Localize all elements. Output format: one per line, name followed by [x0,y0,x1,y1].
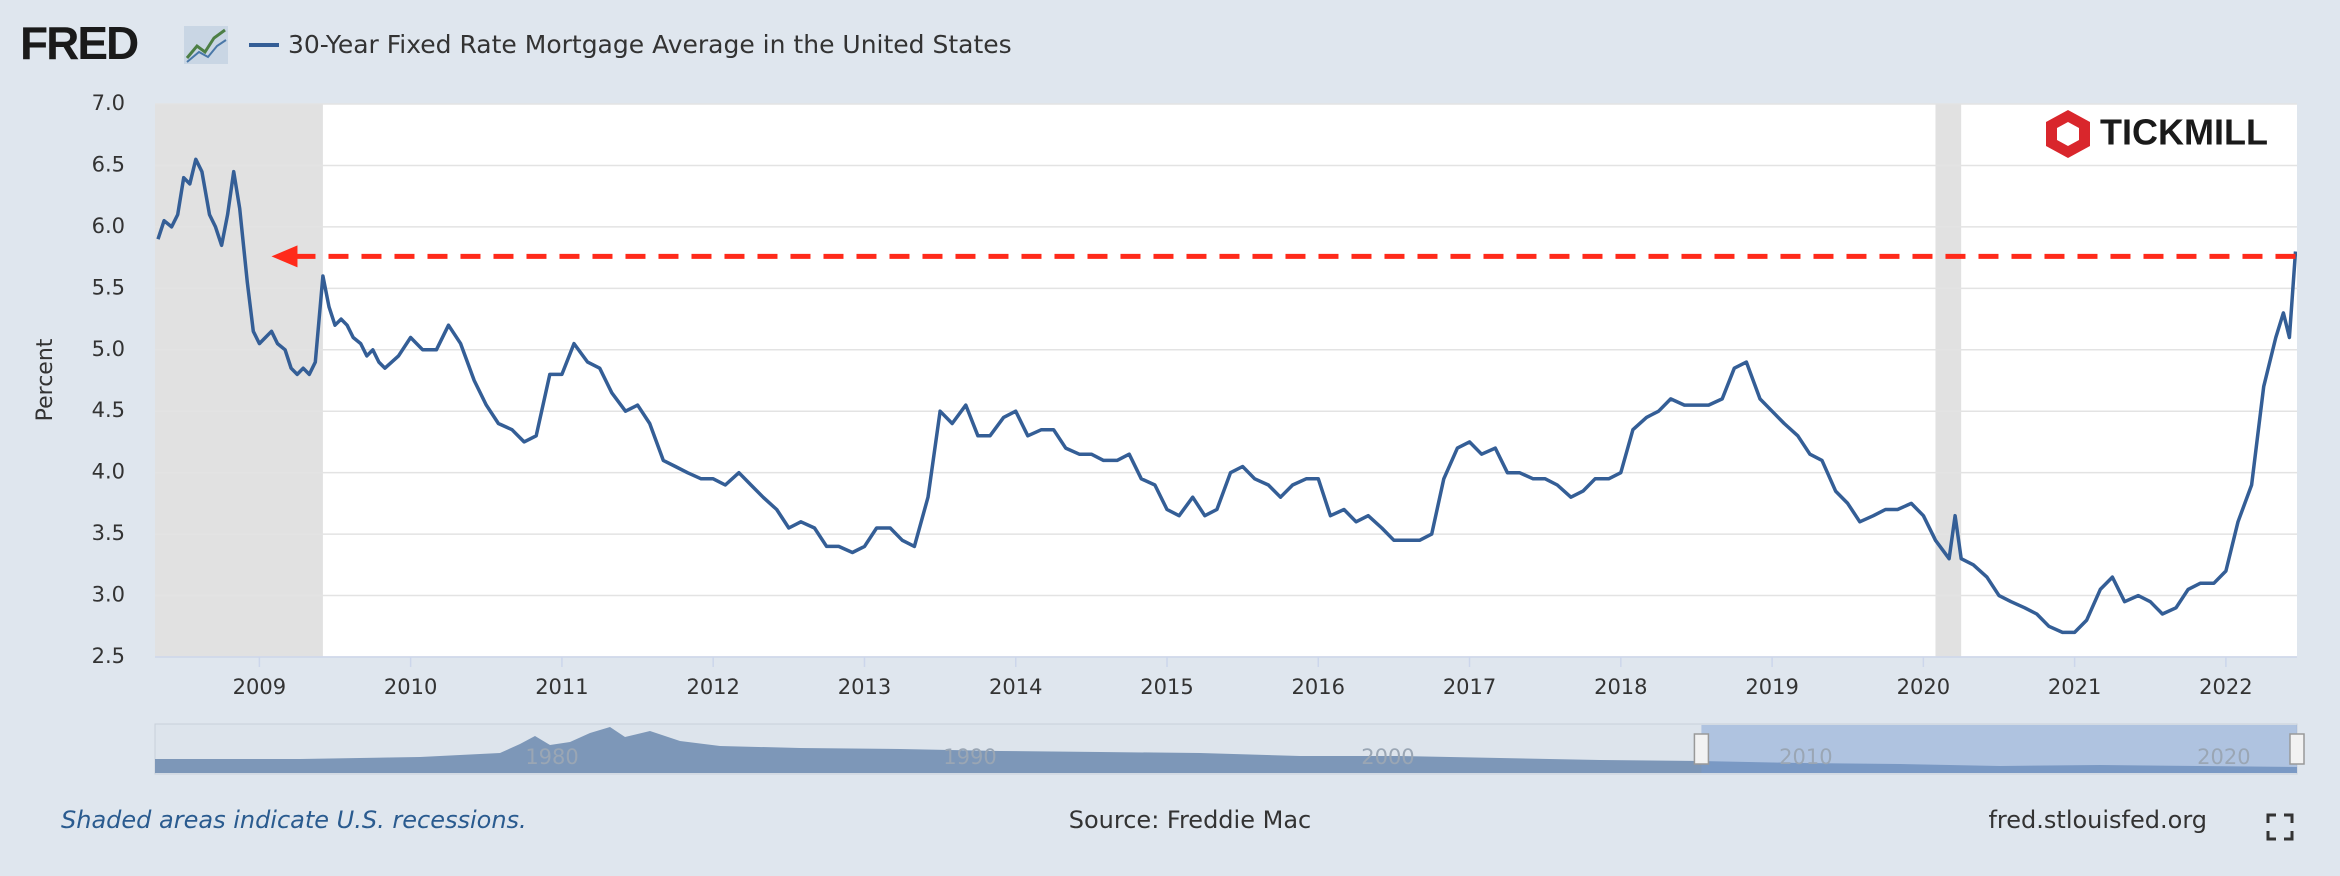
x-tick-label: 2010 [384,675,437,699]
x-tick-label: 2012 [686,675,739,699]
fred-logo: FRED [20,17,138,69]
navigator-handle[interactable] [2289,733,2305,765]
y-tick-label: 5.5 [92,275,125,299]
y-tick-label: 6.5 [92,152,125,176]
recession-note: Shaded areas indicate U.S. recessions. [61,806,527,834]
recession-band [1935,104,1962,657]
x-tick-label: 2019 [1745,675,1798,699]
recession-band [155,104,323,657]
navigator-selection [1701,725,2297,773]
source: Source: Freddie Mac [1069,806,1311,834]
site-link[interactable]: fred.stlouisfed.org [1988,806,2207,834]
x-tick-label: 2016 [1292,675,1345,699]
x-tick-label: 2013 [838,675,891,699]
navigator-tick-label: 2010 [1779,745,1832,769]
navigator-tick-label: 2000 [1361,745,1414,769]
navigator-handle[interactable] [1693,733,1710,765]
y-tick-label: 5.0 [92,337,125,361]
x-tick-label: 2022 [2199,675,2252,699]
y-tick-label: 4.0 [92,460,125,484]
navigator-tick-label: 1990 [943,745,996,769]
x-tick-label: 2015 [1140,675,1193,699]
tickmill-logo: TICKMILL [2046,110,2268,158]
x-tick-label: 2011 [535,675,588,699]
reference-arrow [271,245,298,268]
y-tick-label: 3.0 [92,583,125,607]
x-tick-label: 2017 [1443,675,1496,699]
plot-area [155,104,2297,657]
y-tick-label: 7.0 [92,91,125,115]
x-tick-label: 2009 [233,675,286,699]
y-tick-label: 2.5 [92,644,125,668]
x-tick-label: 2014 [989,675,1042,699]
brand-text: TICKMILL [2100,112,2268,153]
y-tick-label: 3.5 [92,521,125,545]
logo-icon [184,26,228,64]
navigator-tick-label: 1980 [525,745,578,769]
y-tick-label: 4.5 [92,398,125,422]
navigator-tick-label: 2020 [2197,745,2250,769]
navigator-area [155,727,2297,773]
y-axis-label: Percent [33,338,58,421]
x-tick-label: 2020 [1897,675,1950,699]
y-tick-label: 6.0 [92,214,125,238]
legend-label: 30-Year Fixed Rate Mortgage Average in t… [288,30,1012,59]
x-tick-label: 2018 [1594,675,1647,699]
series-line [156,157,2297,635]
x-tick-label: 2021 [2048,675,2101,699]
fullscreen-icon[interactable] [2266,813,2294,841]
